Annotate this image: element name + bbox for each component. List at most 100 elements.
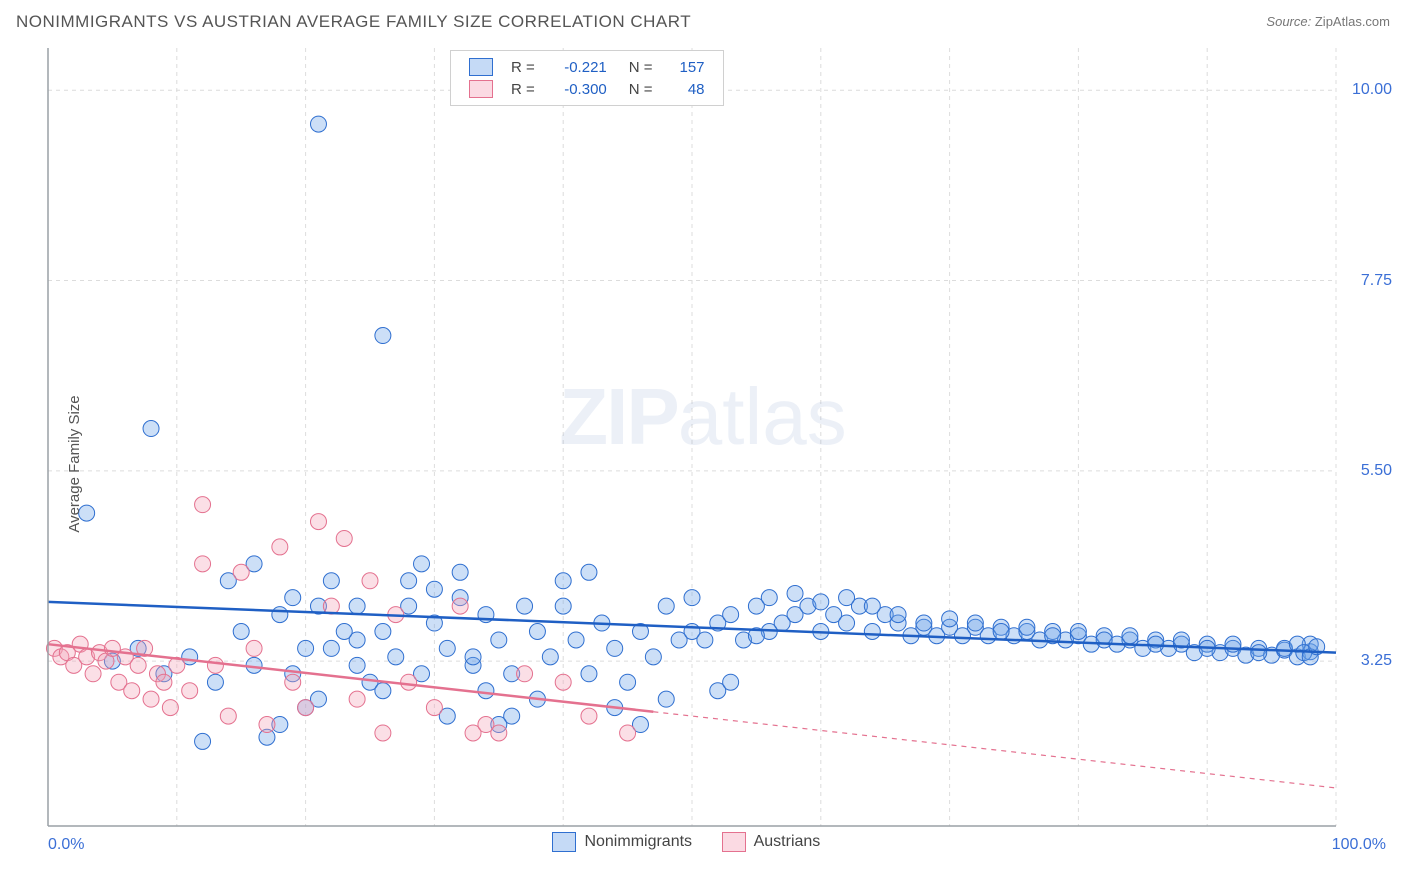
- data-point: [156, 674, 172, 690]
- x-tick-max: 100.0%: [1332, 836, 1386, 854]
- data-point: [839, 590, 855, 606]
- data-point: [607, 640, 623, 656]
- data-point: [272, 539, 288, 555]
- legend-correlation: R =-0.221N =157R =-0.300N =48: [450, 50, 724, 106]
- data-point: [362, 573, 378, 589]
- data-point: [1070, 624, 1086, 640]
- data-point: [555, 573, 571, 589]
- data-point: [864, 624, 880, 640]
- data-point: [375, 624, 391, 640]
- data-point: [555, 674, 571, 690]
- data-point: [864, 598, 880, 614]
- data-point: [195, 733, 211, 749]
- data-point: [143, 421, 159, 437]
- data-point: [942, 611, 958, 627]
- data-point: [426, 581, 442, 597]
- plot-wrap: ZIPatlas Average Family Size 3.255.507.7…: [0, 44, 1406, 892]
- trend-line-extrapolated: [653, 712, 1336, 788]
- data-point: [491, 725, 507, 741]
- scatter-plot: [0, 44, 1406, 864]
- data-point: [124, 683, 140, 699]
- data-point: [401, 674, 417, 690]
- data-point: [517, 666, 533, 682]
- data-point: [310, 116, 326, 132]
- data-point: [1251, 645, 1267, 661]
- data-point: [233, 564, 249, 580]
- legend-row: R =-0.300N =48: [463, 79, 711, 99]
- data-point: [787, 585, 803, 601]
- data-point: [336, 624, 352, 640]
- data-point: [581, 708, 597, 724]
- chart-title: NONIMMIGRANTS VS AUSTRIAN AVERAGE FAMILY…: [16, 12, 691, 31]
- data-point: [581, 564, 597, 580]
- data-point: [465, 649, 481, 665]
- data-point: [298, 640, 314, 656]
- data-point: [298, 700, 314, 716]
- legend-n-label: N =: [615, 57, 659, 77]
- data-point: [1122, 628, 1138, 644]
- legend-swatch: [469, 80, 493, 98]
- legend-r-value: -0.300: [543, 79, 613, 99]
- data-point: [272, 607, 288, 623]
- data-point: [723, 607, 739, 623]
- legend-swatch: [722, 832, 746, 852]
- y-axis-title: Average Family Size: [66, 395, 83, 532]
- data-point: [993, 624, 1009, 640]
- data-point: [439, 640, 455, 656]
- data-point: [620, 725, 636, 741]
- data-point: [839, 615, 855, 631]
- y-tick-label: 10.00: [1332, 81, 1392, 99]
- data-point: [195, 556, 211, 572]
- data-point: [684, 590, 700, 606]
- data-point: [568, 632, 584, 648]
- source-value: ZipAtlas.com: [1315, 14, 1390, 29]
- data-point: [375, 328, 391, 344]
- data-point: [285, 590, 301, 606]
- y-tick-label: 3.25: [1332, 652, 1392, 670]
- data-point: [388, 649, 404, 665]
- chart-source: Source: ZipAtlas.com: [1266, 14, 1390, 29]
- data-point: [414, 556, 430, 572]
- legend-n-label: N =: [615, 79, 659, 99]
- data-point: [426, 700, 442, 716]
- legend-r-label: R =: [505, 57, 541, 77]
- data-point: [233, 624, 249, 640]
- data-point: [890, 607, 906, 623]
- data-point: [581, 666, 597, 682]
- data-point: [195, 497, 211, 513]
- data-point: [323, 640, 339, 656]
- data-point: [207, 674, 223, 690]
- data-point: [620, 674, 636, 690]
- data-point: [452, 598, 468, 614]
- data-point: [259, 717, 275, 733]
- data-point: [761, 590, 777, 606]
- data-point: [658, 598, 674, 614]
- data-point: [130, 657, 146, 673]
- chart-header: NONIMMIGRANTS VS AUSTRIAN AVERAGE FAMILY…: [16, 12, 1390, 40]
- data-point: [182, 683, 198, 699]
- data-point: [375, 683, 391, 699]
- source-label: Source:: [1266, 14, 1311, 29]
- data-point: [1096, 632, 1112, 648]
- data-point: [285, 674, 301, 690]
- legend-series: Nonimmigrants Austrians: [552, 832, 850, 852]
- data-point: [916, 615, 932, 631]
- data-point: [645, 649, 661, 665]
- data-point: [207, 657, 223, 673]
- data-point: [336, 530, 352, 546]
- x-tick-min: 0.0%: [48, 836, 84, 854]
- y-tick-label: 7.75: [1332, 272, 1392, 290]
- data-point: [529, 624, 545, 640]
- legend-series-label: Nonimmigrants: [584, 833, 692, 850]
- data-point: [478, 683, 494, 699]
- data-point: [967, 615, 983, 631]
- data-point: [246, 640, 262, 656]
- legend-swatch: [469, 58, 493, 76]
- data-point: [813, 594, 829, 610]
- legend-r-label: R =: [505, 79, 541, 99]
- data-point: [162, 700, 178, 716]
- legend-r-value: -0.221: [543, 57, 613, 77]
- y-tick-label: 5.50: [1332, 462, 1392, 480]
- data-point: [143, 691, 159, 707]
- data-point: [349, 691, 365, 707]
